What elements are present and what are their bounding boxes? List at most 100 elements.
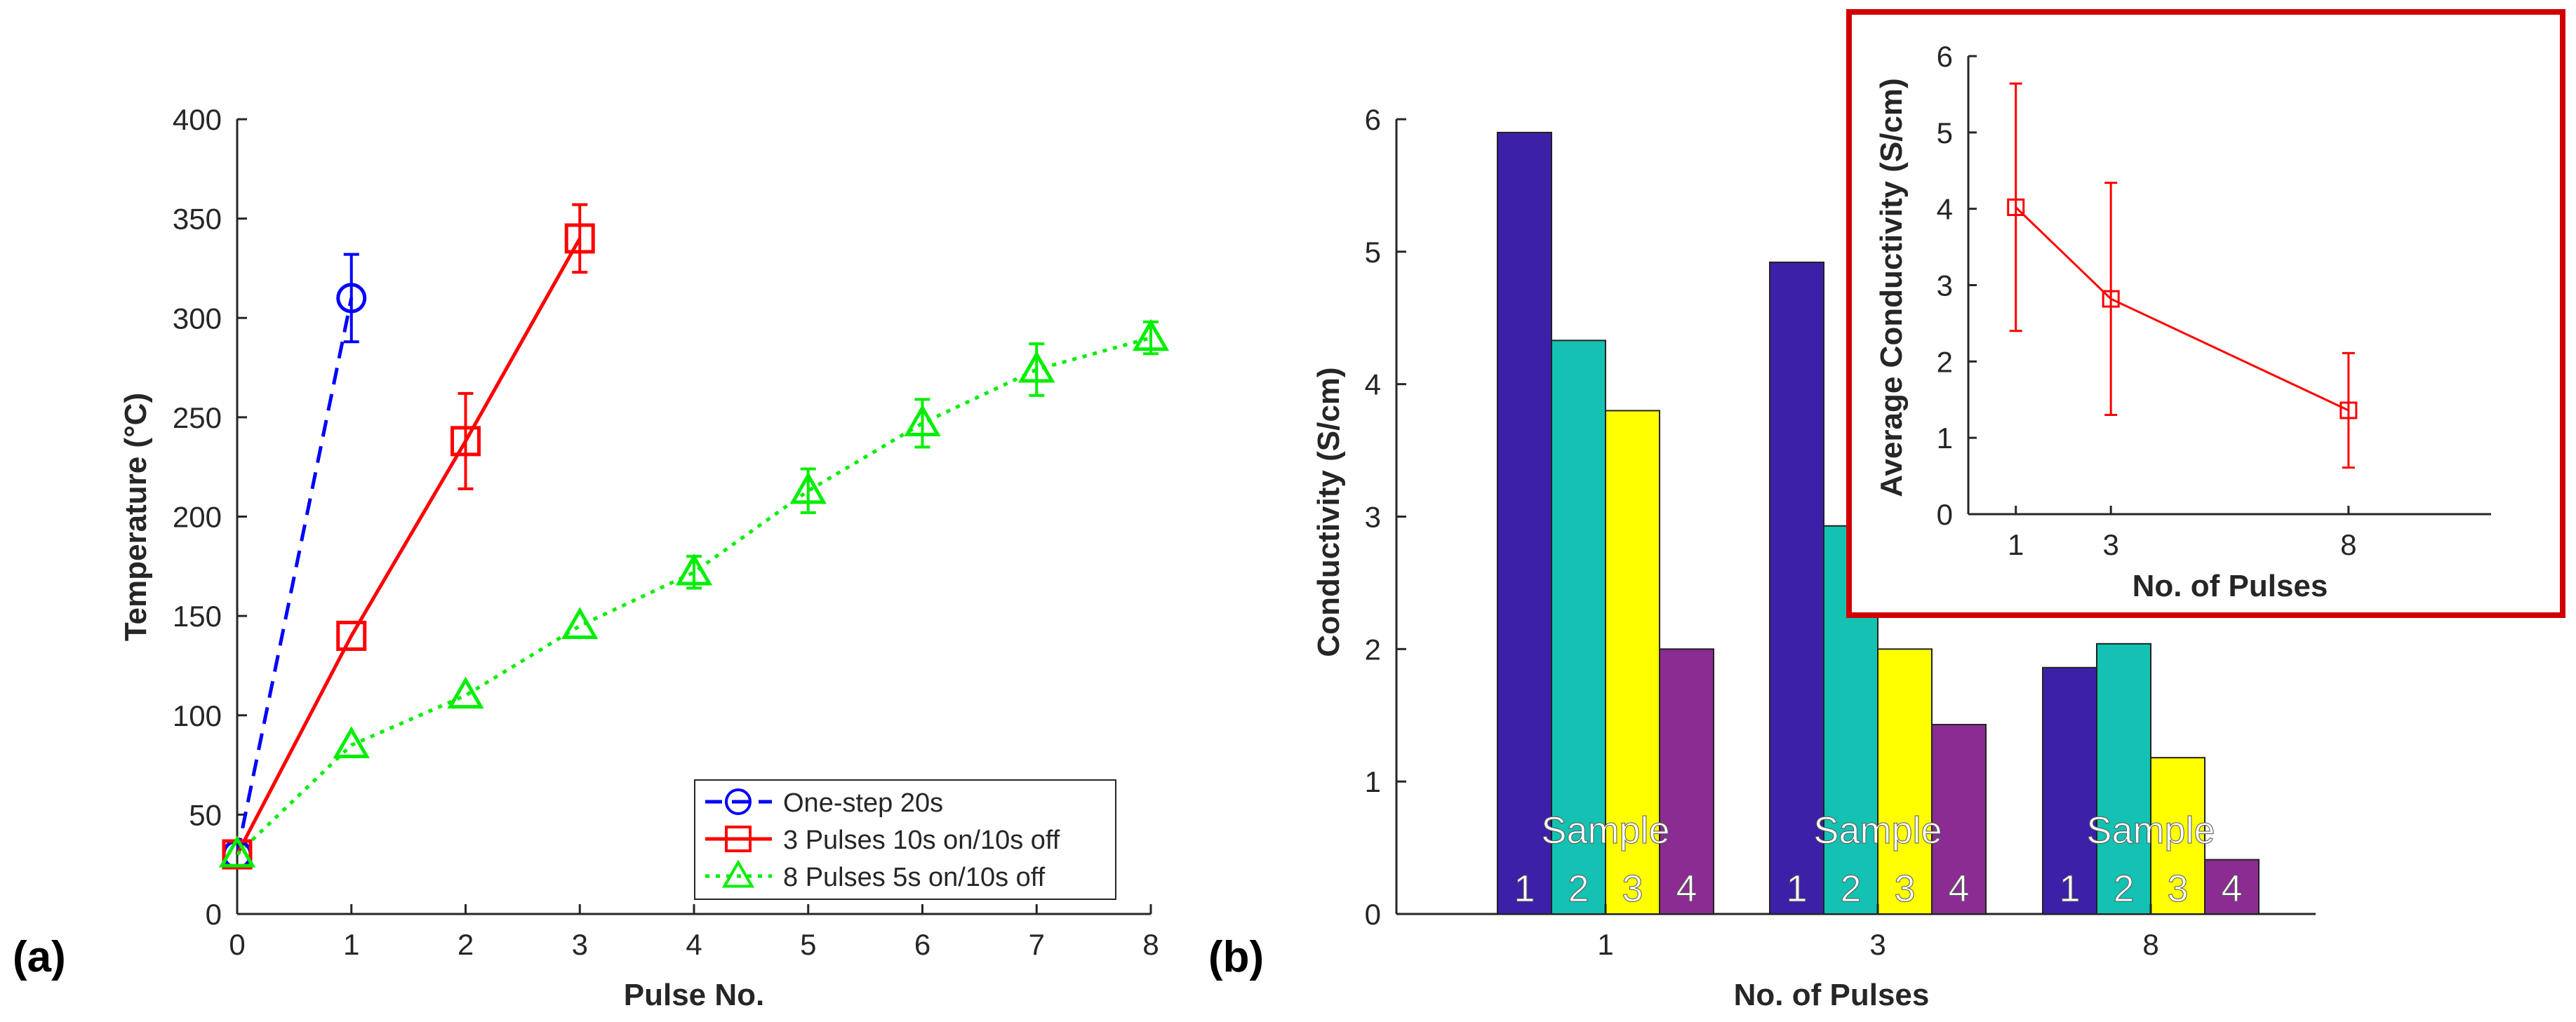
data-point: [336, 283, 367, 314]
x-tick-label: 2: [458, 928, 474, 961]
y-tick-label: 300: [173, 302, 222, 335]
panel-label-b: (b): [1208, 933, 1264, 981]
y-tick-label: 2: [1937, 345, 1953, 378]
sample-number: 4: [1948, 868, 1969, 910]
bar: [2042, 666, 2097, 915]
legend-label: 3 Pulses 10s on/10s off: [783, 826, 1060, 855]
legend-label: 8 Pulses 5s on/10s off: [783, 863, 1046, 892]
data-point: [336, 620, 367, 651]
x-tick-label: 8: [2142, 928, 2158, 961]
y-tick-label: 1: [1365, 765, 1381, 798]
data-point: [447, 676, 484, 709]
data-point: [1018, 351, 1055, 383]
y-tick-label: 0: [1365, 898, 1381, 931]
y-tick-label: 6: [1365, 103, 1381, 136]
x-tick-label: 0: [229, 928, 245, 961]
y-tick-label: 350: [173, 203, 222, 236]
inset-chart: 1 3 8 0 1 2 3 4 5 6 No. of Pulses Average Conduct…: [1846, 9, 2565, 618]
data-point: [2007, 198, 2025, 216]
data-point: [561, 607, 599, 639]
data-point: [564, 223, 595, 254]
bar: [1659, 648, 1714, 915]
sample-number: 2: [1568, 868, 1589, 910]
legend-marker: [725, 826, 752, 852]
x-tick-label: 1: [343, 928, 359, 961]
data-point: [789, 471, 827, 504]
y-tick-label: 50: [189, 798, 222, 831]
y-tick-label: 1: [1937, 422, 1953, 455]
y-tick-label: 400: [173, 103, 222, 136]
series-line: [235, 297, 354, 855]
chart-a-y-label: Temperature (°C): [119, 393, 153, 641]
panel-label-a: (a): [13, 933, 66, 981]
x-tick-label: 3: [2103, 528, 2119, 561]
data-point: [904, 404, 941, 437]
series-line: [235, 237, 582, 856]
inset-x-label: No. of Pulses: [2133, 569, 2328, 603]
data-point: [333, 726, 370, 758]
sample-number: 3: [1894, 868, 1915, 910]
sample-label: Sample: [1541, 809, 1669, 852]
x-tick-label: 5: [800, 928, 816, 961]
inset-frame: [1846, 9, 2565, 618]
data-point: [2340, 401, 2358, 419]
sample-number: 3: [2167, 868, 2188, 910]
data-point: [218, 835, 256, 868]
bar: [1497, 131, 1552, 915]
bar: [1931, 723, 1987, 915]
x-tick-label: 1: [1597, 928, 1613, 961]
legend-marker: [725, 788, 752, 815]
data-point: [1132, 318, 1170, 351]
y-tick-label: 3: [1937, 269, 1953, 302]
data-point: [451, 426, 481, 457]
bar: [1605, 410, 1660, 915]
chart-a-legend: One-step 20s 3 Pulses 10s on/10s off 8 Pul…: [694, 779, 1116, 900]
x-tick-label: 7: [1029, 928, 1045, 961]
y-tick-label: 5: [1937, 116, 1953, 149]
sample-number: 1: [2059, 868, 2080, 910]
bar: [1769, 261, 1824, 915]
sample-number: 4: [2221, 868, 2242, 910]
x-tick-label: 6: [914, 928, 930, 961]
chart-a-x-label: Pulse No.: [624, 978, 765, 1012]
chart-b-y-label: Conductivity (S/cm): [1312, 367, 1346, 657]
bar: [2150, 757, 2205, 915]
y-tick-label: 6: [1937, 40, 1953, 73]
x-tick-label: 3: [572, 928, 588, 961]
bar: [1877, 648, 1933, 915]
y-tick-label: 100: [173, 699, 222, 732]
y-tick-label: 3: [1365, 501, 1381, 534]
sample-number: 1: [1514, 868, 1535, 910]
legend-marker: [721, 859, 755, 888]
inset-y-label: Average Conductivity (S/cm): [1874, 78, 1909, 497]
y-tick-label: 0: [1937, 498, 1953, 531]
y-tick-label: 4: [1937, 193, 1953, 226]
y-tick-label: 150: [173, 600, 222, 633]
y-tick-label: 200: [173, 501, 222, 534]
chart-b-x-label: No. of Pulses: [1734, 978, 1930, 1012]
x-tick-label: 8: [2340, 528, 2356, 561]
x-tick-label: 3: [1869, 928, 1886, 961]
y-tick-label: 0: [206, 898, 222, 931]
sample-label: Sample: [2086, 809, 2215, 852]
data-point: [675, 553, 713, 586]
sample-number: 4: [1676, 868, 1697, 910]
x-tick-label: 4: [686, 928, 702, 961]
sample-number: 2: [1840, 868, 1861, 910]
bar: [2204, 859, 2260, 915]
sample-number: 1: [1786, 868, 1807, 910]
legend-label: One-step 20s: [783, 788, 943, 818]
y-tick-label: 2: [1365, 633, 1381, 666]
sample-number: 3: [1622, 868, 1643, 910]
sample-number: 2: [2113, 868, 2134, 910]
y-tick-label: 5: [1365, 236, 1381, 269]
bar: [1551, 339, 1606, 915]
data-point: [2102, 290, 2120, 308]
x-tick-label: 8: [1142, 928, 1159, 961]
chart-a: 0 1 2 3 4 5 6 7 8 0 50 100 150 200 250 300 350 400 One-st…: [13, 103, 1170, 1012]
y-tick-label: 4: [1365, 368, 1381, 401]
sample-label: Sample: [1813, 809, 1942, 852]
bar: [2096, 643, 2151, 915]
